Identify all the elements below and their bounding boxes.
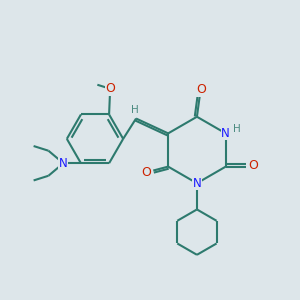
Text: O: O [106, 82, 116, 95]
Text: O: O [196, 83, 206, 96]
Text: N: N [59, 157, 68, 170]
Text: N: N [221, 127, 230, 140]
Text: H: H [131, 105, 139, 115]
Text: H: H [233, 124, 241, 134]
Text: N: N [193, 177, 201, 190]
Text: O: O [141, 167, 151, 179]
Text: O: O [248, 159, 258, 172]
